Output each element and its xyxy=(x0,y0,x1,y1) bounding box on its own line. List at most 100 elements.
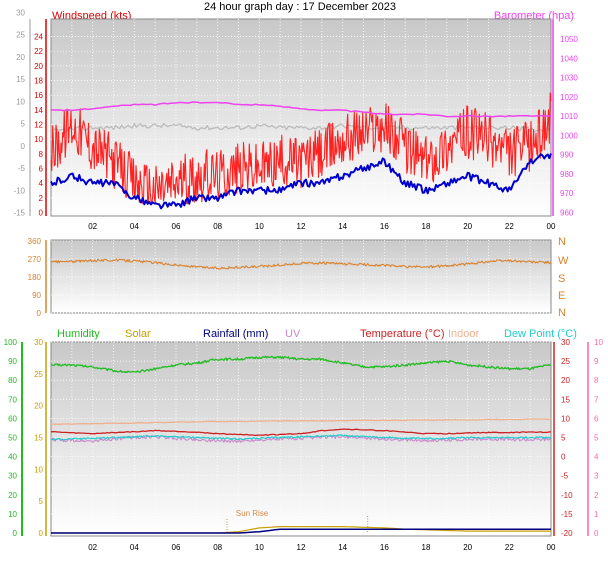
barometer-tick-960: 960 xyxy=(560,209,574,218)
barometer-tick-970: 970 xyxy=(560,189,574,198)
legend-indoor: Indoor xyxy=(448,328,480,340)
solar-tick-10: 10 xyxy=(34,465,43,474)
humidity-tick-70: 70 xyxy=(8,395,17,404)
outer-left-tick-10: 10 xyxy=(16,97,25,106)
temperature-tick-5: 5 xyxy=(561,434,566,443)
humidity-tick-80: 80 xyxy=(8,376,17,385)
dew-point-line xyxy=(51,434,552,441)
compass-N-0: N xyxy=(558,236,566,248)
uv-tick-6: 6 xyxy=(594,414,599,423)
uv-tick-7: 7 xyxy=(594,395,599,404)
direction-tick-270: 270 xyxy=(28,255,42,264)
legend-temperature: Temperature (°C) xyxy=(360,328,444,340)
direction-tick-0: 0 xyxy=(37,309,42,318)
windspeed-tick-16: 16 xyxy=(34,91,43,100)
temp-x-tick-08: 08 xyxy=(213,543,222,552)
temp-x-tick-04: 04 xyxy=(130,543,139,552)
temperature-tick--15: -15 xyxy=(561,510,573,519)
temperature-tick-30: 30 xyxy=(561,338,570,347)
compass-N-4: N xyxy=(558,307,566,319)
solar-tick-20: 20 xyxy=(34,402,43,411)
legend-uv: UV xyxy=(285,328,301,340)
windspeed-tick-22: 22 xyxy=(34,47,43,56)
solar-tick-30: 30 xyxy=(34,338,43,347)
humidity-line xyxy=(50,355,551,374)
wind-x-tick-12: 12 xyxy=(297,222,306,231)
uv-tick-8: 8 xyxy=(594,376,599,385)
windspeed-tick-12: 12 xyxy=(34,121,43,130)
barometer-tick-1020: 1020 xyxy=(560,93,578,102)
barometer-tick-1000: 1000 xyxy=(560,131,578,140)
barometer-tick-1040: 1040 xyxy=(560,54,578,63)
outer-left-tick-15: 15 xyxy=(16,75,25,84)
windspeed-tick-10: 10 xyxy=(34,135,43,144)
humidity-tick-20: 20 xyxy=(8,491,17,500)
humidity-tick-60: 60 xyxy=(8,414,17,423)
page-title: 24 hour graph day : 17 December 2023 xyxy=(204,1,396,13)
outer-left-tick-5: 5 xyxy=(21,120,26,129)
wind-x-tick-06: 06 xyxy=(172,222,181,231)
temp-x-tick-18: 18 xyxy=(422,543,431,552)
wind-x-tick-08: 08 xyxy=(213,222,222,231)
uv-tick-5: 5 xyxy=(594,434,599,443)
temp-x-tick-16: 16 xyxy=(380,543,389,552)
temp-x-tick-12: 12 xyxy=(297,543,306,552)
wind-gust-line xyxy=(50,92,552,205)
humidity-tick-40: 40 xyxy=(8,453,17,462)
temperature-tick-0: 0 xyxy=(561,453,566,462)
temp-x-tick-22: 22 xyxy=(505,543,514,552)
outer-left-tick-30: 30 xyxy=(16,8,25,17)
direction-grid xyxy=(51,240,551,314)
windspeed-tick-24: 24 xyxy=(34,33,43,42)
windspeed-tick-4: 4 xyxy=(39,179,44,188)
temperature-tick--10: -10 xyxy=(561,491,573,500)
temp-x-tick-02: 02 xyxy=(88,543,97,552)
direction-tick-180: 180 xyxy=(28,273,42,282)
wind-x-tick-14: 14 xyxy=(338,222,347,231)
legend-solar: Solar xyxy=(125,328,151,340)
barometer-line xyxy=(50,101,552,118)
wind-x-tick-10: 10 xyxy=(255,222,264,231)
windspeed-tick-8: 8 xyxy=(39,150,44,159)
humidity-tick-0: 0 xyxy=(13,529,18,538)
humidity-tick-100: 100 xyxy=(4,338,18,347)
legend-rainfall: Rainfall (mm) xyxy=(203,328,268,340)
barometer-tick-990: 990 xyxy=(560,151,574,160)
windspeed-tick-14: 14 xyxy=(34,106,43,115)
barometer-tick-980: 980 xyxy=(560,170,574,179)
uv-tick-9: 9 xyxy=(594,357,599,366)
humidity-tick-10: 10 xyxy=(8,510,17,519)
uv-tick-3: 3 xyxy=(594,472,599,481)
humidity-tick-50: 50 xyxy=(8,434,17,443)
solar-tick-25: 25 xyxy=(34,370,43,379)
uv-tick-0: 0 xyxy=(594,529,599,538)
compass-W-1: W xyxy=(558,255,569,267)
uv-tick-1: 1 xyxy=(594,510,599,519)
legend-dew-point: Dew Point (°C) xyxy=(504,328,577,340)
temp-x-tick-14: 14 xyxy=(338,543,347,552)
temp-x-tick-06: 06 xyxy=(172,543,181,552)
compass-E-3: E xyxy=(558,290,565,302)
humidity-tick-90: 90 xyxy=(8,357,17,366)
wind-direction-line xyxy=(50,258,552,270)
compass-S-2: S xyxy=(558,273,565,285)
rainfall-line xyxy=(51,528,551,534)
solar-tick-5: 5 xyxy=(39,497,44,506)
temp-x-tick-10: 10 xyxy=(255,543,264,552)
direction-tick-90: 90 xyxy=(32,291,41,300)
wind-x-tick-20: 20 xyxy=(463,222,472,231)
barometer-tick-1010: 1010 xyxy=(560,112,578,121)
temperature-tick--20: -20 xyxy=(561,529,573,538)
wind-x-tick-22: 22 xyxy=(505,222,514,231)
windspeed-tick-6: 6 xyxy=(39,165,44,174)
legend-humidity: Humidity xyxy=(57,328,100,340)
wind-x-tick-04: 04 xyxy=(130,222,139,231)
outer-left-tick--15: -15 xyxy=(13,209,25,218)
barometer-tick-1030: 1030 xyxy=(560,74,578,83)
outer-left-tick--5: -5 xyxy=(18,164,26,173)
indoor-line xyxy=(50,418,552,426)
temperature-tick-15: 15 xyxy=(561,395,570,404)
wind-x-tick-18: 18 xyxy=(422,222,431,231)
